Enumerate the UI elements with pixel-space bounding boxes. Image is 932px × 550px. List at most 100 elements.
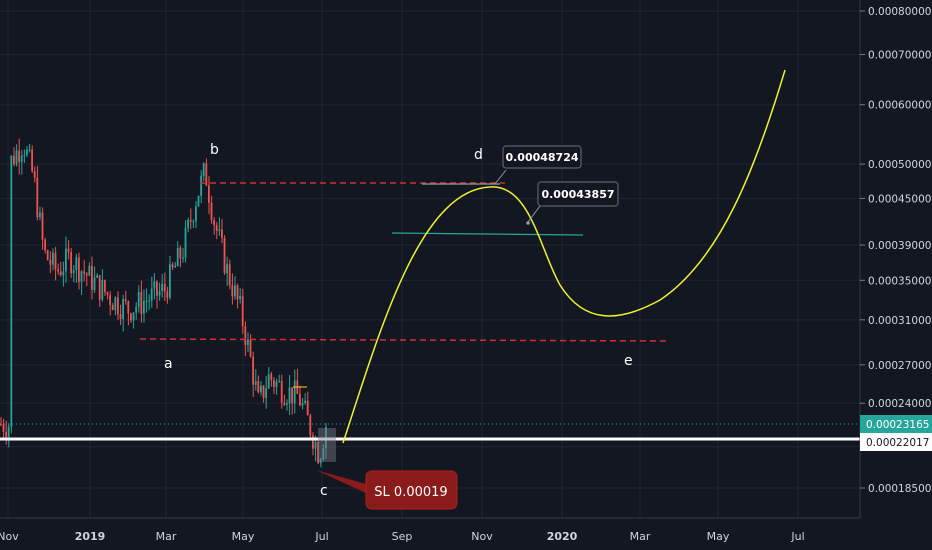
candle-body xyxy=(150,288,153,301)
projection-layer xyxy=(293,69,786,462)
candle-body xyxy=(23,155,26,157)
time-tick-label: Mar xyxy=(630,530,651,543)
candle-body xyxy=(5,431,7,437)
candle-body xyxy=(49,260,52,265)
support-price-badge-label: 0.00022017 xyxy=(866,437,929,449)
candle-body xyxy=(91,265,93,291)
candle-body xyxy=(218,229,221,231)
time-tick-label: Jul xyxy=(790,530,804,543)
candle-body xyxy=(117,297,119,315)
price-tick-label: 0.00035000 xyxy=(868,275,931,287)
candle-body xyxy=(226,264,228,274)
candle-body xyxy=(208,185,210,203)
candle-body xyxy=(140,292,143,314)
candle-body xyxy=(132,312,135,321)
candle-body xyxy=(228,264,231,286)
price-badges: 0.00023165 0.00022017 xyxy=(860,415,932,451)
time-tick-label: May xyxy=(232,530,255,543)
time-axis: Nov 2019 Mar May Jul Sep Nov 2020 Mar May Jul xyxy=(0,530,805,543)
candle-body xyxy=(83,271,85,274)
support-price-badge xyxy=(860,433,932,451)
price-tick-label: 0.00070000 xyxy=(868,49,931,61)
candle-body xyxy=(96,275,98,278)
candle-body xyxy=(124,299,127,302)
candle-body xyxy=(234,285,236,297)
candle-body xyxy=(72,270,75,274)
candle-body xyxy=(314,442,317,449)
candle-body xyxy=(304,400,306,403)
price-tick-label: 0.00080000 xyxy=(868,6,931,18)
candle-body xyxy=(15,150,18,165)
candle-body xyxy=(189,219,192,222)
candle-body xyxy=(273,380,275,387)
candle-body xyxy=(93,277,96,291)
candle-body xyxy=(109,294,111,305)
candle-body xyxy=(260,385,262,393)
candle-body xyxy=(280,380,283,403)
price-tick-label: 0.00060000 xyxy=(868,100,931,112)
candle-body xyxy=(197,195,200,207)
time-axis-panel[interactable] xyxy=(0,518,932,550)
candle-body xyxy=(33,170,36,178)
candle-body xyxy=(293,380,296,404)
candle-body xyxy=(244,326,247,346)
price-tick-label: 0.00039000 xyxy=(868,240,931,252)
candle-body xyxy=(241,295,244,327)
candle-body xyxy=(254,381,257,385)
candle-body xyxy=(0,424,2,426)
price-tick-label: 0.00045000 xyxy=(868,193,931,205)
candle-body xyxy=(127,301,130,314)
candle-body xyxy=(231,285,234,297)
last-price-badge-label: 0.00023165 xyxy=(866,419,929,431)
candle-body xyxy=(18,150,20,162)
candle-body xyxy=(301,402,304,406)
candle-body xyxy=(210,202,213,221)
sl-box xyxy=(365,470,458,510)
candle-body xyxy=(57,269,59,272)
candle-body xyxy=(41,212,44,240)
candle-body xyxy=(182,257,184,259)
candle-body xyxy=(111,304,114,311)
candle-body xyxy=(286,403,288,405)
candle-body xyxy=(20,155,23,162)
candle-body xyxy=(267,373,270,389)
candle-body xyxy=(88,265,91,276)
price-tick-label: 0.00024000 xyxy=(868,398,931,410)
candle-body xyxy=(7,426,10,437)
candle-body xyxy=(262,385,265,398)
candle-body xyxy=(176,247,179,267)
candle-body xyxy=(319,459,322,463)
candle-body xyxy=(65,248,67,272)
candle-body xyxy=(239,295,241,300)
candle-body xyxy=(265,388,267,398)
candle-body xyxy=(252,356,254,385)
candle-body xyxy=(299,393,301,406)
candle-body xyxy=(192,221,195,223)
candle-body xyxy=(166,291,169,298)
candle-body xyxy=(70,252,72,274)
time-tick-label: Sep xyxy=(392,530,413,543)
candle-body xyxy=(202,163,205,176)
sl-pointer xyxy=(316,470,370,495)
time-tick-label: 2019 xyxy=(75,530,106,543)
candle-body xyxy=(215,224,218,231)
time-tick-label: Mar xyxy=(156,530,177,543)
price-tick-label: 0.00031000 xyxy=(868,315,931,327)
callout-e-label: 0.00043857 xyxy=(541,188,614,201)
grid xyxy=(0,0,860,518)
time-tick-label: Jul xyxy=(314,530,328,543)
candle-body xyxy=(75,257,78,271)
candle-body xyxy=(98,275,101,300)
candle-body xyxy=(31,149,33,171)
callout-d-label: 0.00048724 xyxy=(505,151,578,164)
sl-label: SL 0.00019 xyxy=(374,485,447,500)
price-tick-label: 0.00018500 xyxy=(868,483,931,495)
candle-body xyxy=(106,292,109,295)
candle-body xyxy=(130,313,132,321)
wave-label-c: c xyxy=(320,483,328,499)
candle-body xyxy=(156,281,158,296)
time-tick-label: May xyxy=(707,530,730,543)
candle-body xyxy=(10,155,13,427)
